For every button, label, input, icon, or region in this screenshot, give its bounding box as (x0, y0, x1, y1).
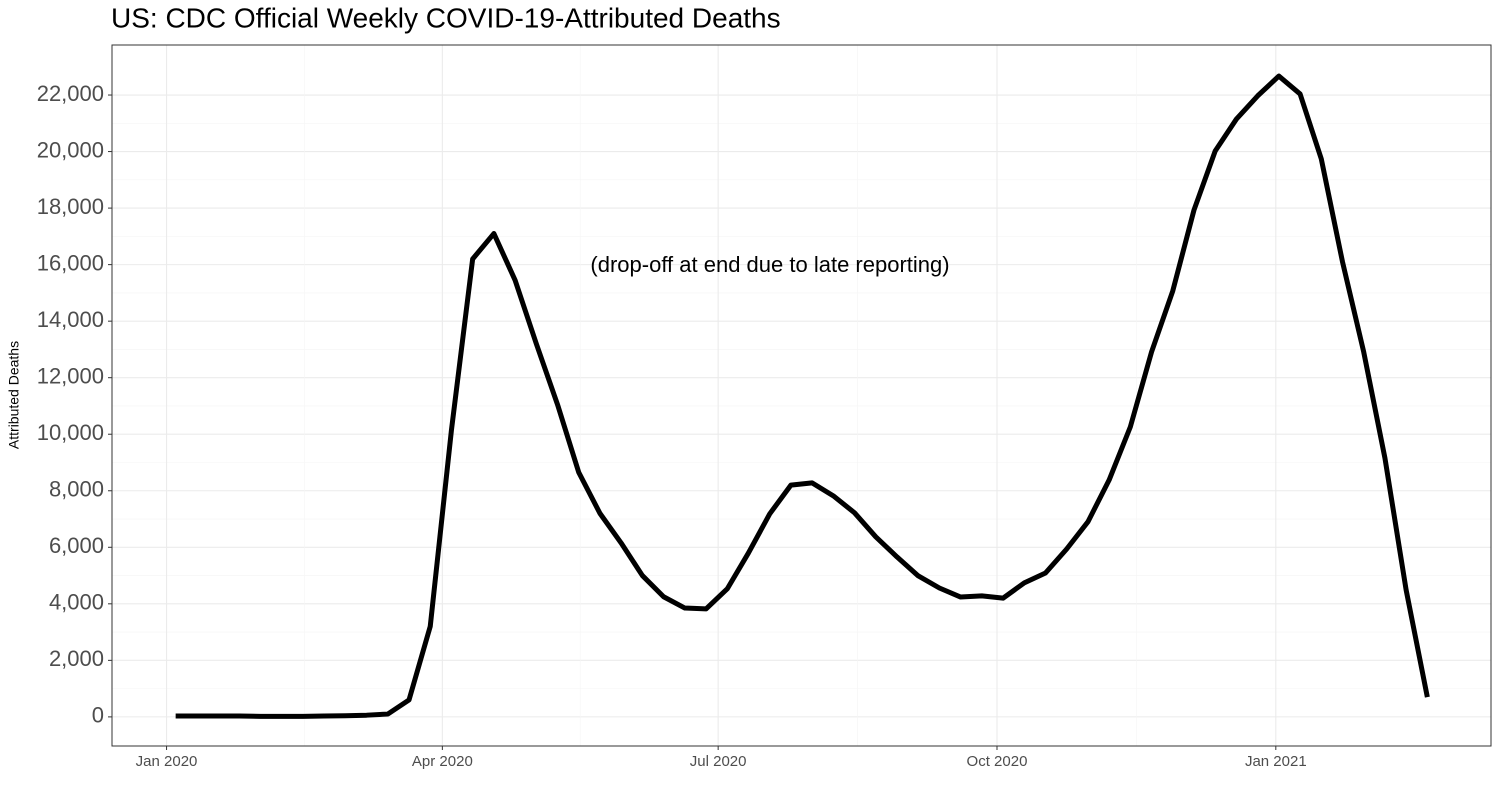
panel-border (111, 44, 1492, 747)
x-tick-label: Jan 2021 (1245, 753, 1307, 770)
x-tick-label: Oct 2020 (967, 753, 1028, 770)
y-tick-label: 0 (92, 703, 104, 728)
grid (112, 45, 1491, 746)
line-series (175, 73, 1430, 719)
y-tick-label: 4,000 (49, 590, 104, 615)
y-tick-label: 14,000 (37, 307, 104, 332)
y-axis-label: Attributed Deaths (6, 341, 22, 449)
y-tick-label: 12,000 (37, 364, 104, 389)
y-tick-label: 16,000 (37, 250, 104, 275)
annotation: (drop-off at end due to late reporting) (590, 252, 949, 277)
x-tick-label: Jul 2020 (690, 753, 747, 770)
y-tick-label: 10,000 (37, 420, 104, 445)
marks (175, 73, 1430, 719)
y-tick-label: 18,000 (37, 194, 104, 219)
y-tick-label: 6,000 (49, 533, 104, 558)
x-tick-label: Apr 2020 (412, 753, 473, 770)
chart-title: US: CDC Official Weekly COVID-19-Attribu… (111, 2, 781, 33)
y-tick-label: 20,000 (37, 137, 104, 162)
y-tick-label: 8,000 (49, 477, 104, 502)
y-tick-label: 22,000 (37, 81, 104, 106)
y-tick-label: 2,000 (49, 646, 104, 671)
x-tick-label: Jan 2020 (136, 753, 198, 770)
